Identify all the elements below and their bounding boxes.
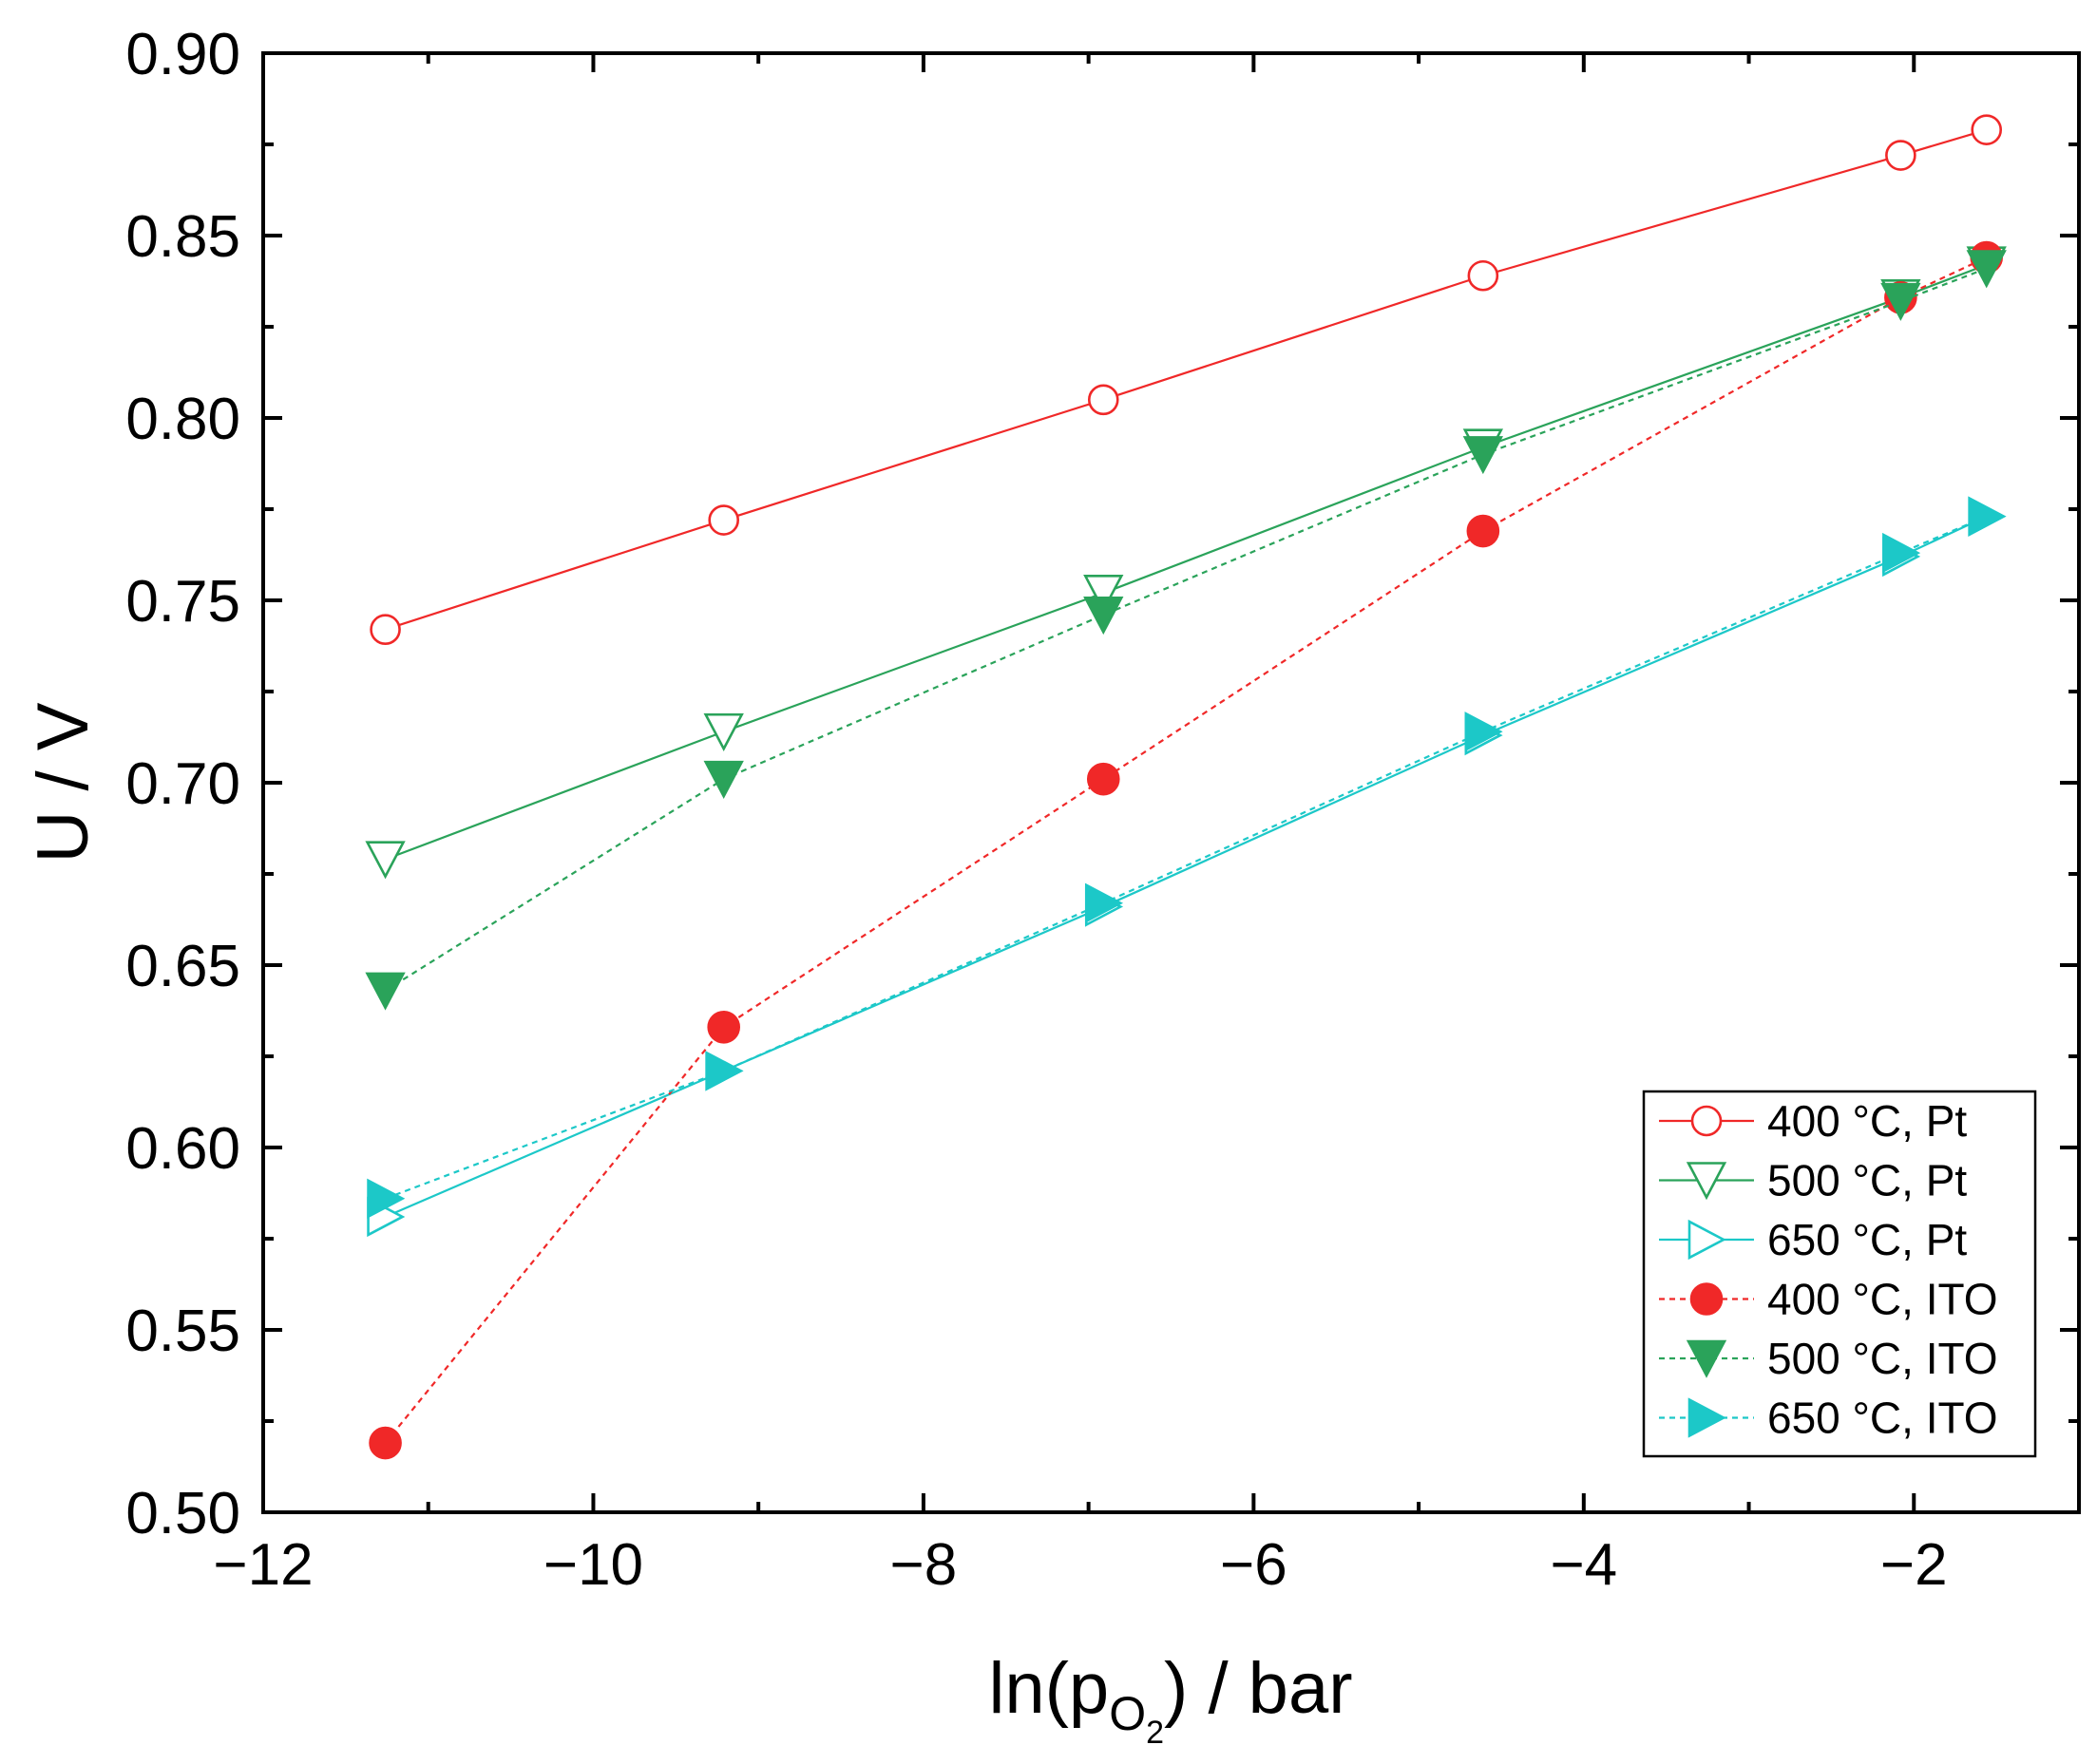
legend-item: 500 °C, Pt [1659, 1156, 1967, 1205]
data-point [1966, 250, 2007, 289]
axis-ticks [261, 51, 2079, 1514]
series-5 [365, 250, 2007, 1011]
data-point [1971, 114, 2003, 145]
legend-marker [1690, 1105, 1723, 1137]
data-point [1467, 259, 1499, 292]
series-line [385, 263, 1988, 861]
x-tick-label: −10 [543, 1532, 643, 1598]
data-point [1464, 711, 1503, 752]
legend-marker [1686, 1162, 1727, 1201]
data-point [1086, 762, 1120, 796]
data-point [703, 712, 744, 752]
legend-marker [1689, 1282, 1724, 1316]
data-point [708, 504, 739, 536]
data-point [1880, 282, 1921, 321]
data-point [365, 841, 406, 880]
legend-item: 500 °C, ITO [1659, 1334, 1998, 1383]
series-line [385, 128, 1988, 631]
data-point [707, 1010, 740, 1044]
data-point [1462, 436, 1504, 475]
legend-label: 400 °C, ITO [1767, 1275, 1998, 1324]
series-6 [367, 496, 2007, 1219]
legend-label: 500 °C, ITO [1767, 1334, 1998, 1383]
x-axis-title-sub: O [1109, 1687, 1146, 1740]
legend-marker [1687, 1397, 1726, 1438]
x-tick-label: −6 [1220, 1532, 1287, 1598]
data-point [705, 1051, 744, 1091]
legend-marker [1687, 1219, 1726, 1261]
legend-label: 650 °C, Pt [1767, 1215, 1967, 1264]
data-point [1083, 597, 1124, 635]
legend-label: 650 °C, ITO [1767, 1394, 1998, 1443]
data-point [369, 1426, 402, 1460]
series-2 [365, 246, 2007, 880]
x-axis-title-subsub: 2 [1146, 1715, 1164, 1751]
data-point [367, 1178, 406, 1219]
legend-box [1642, 1090, 2037, 1458]
x-tick-labels: −12 −10 −8 −6 −4 −2 [213, 1532, 1947, 1598]
legend-label: 400 °C, Pt [1767, 1096, 1967, 1146]
data-point [1084, 882, 1124, 923]
y-tick-label: 0.75 [125, 569, 240, 635]
x-tick-label: −2 [1880, 1532, 1948, 1598]
legend-marker [1686, 1339, 1727, 1378]
y-tick-label: 0.65 [125, 934, 240, 999]
y-axis-title: U / V [23, 702, 104, 863]
legend-item: 650 °C, ITO [1659, 1394, 1998, 1443]
y-tick-label: 0.85 [125, 204, 240, 270]
y-tick-label: 0.90 [125, 22, 240, 87]
data-point [1882, 532, 1921, 574]
series-layer [365, 114, 2007, 1460]
y-tick-label: 0.70 [125, 751, 240, 817]
data-point [703, 760, 744, 799]
data-point [1885, 140, 1916, 171]
y-tick-label: 0.55 [125, 1299, 240, 1364]
data-point [1083, 575, 1124, 614]
legend-item: 650 °C, Pt [1659, 1215, 1967, 1264]
series-line [385, 515, 1988, 1200]
x-axis-title-prefix: ln(p [988, 1648, 1109, 1729]
y-tick-labels: 0.50 0.55 0.60 0.65 0.70 0.75 0.80 0.85 0.90 [125, 22, 240, 1546]
x-tick-label: −4 [1550, 1532, 1617, 1598]
x-axis-title-suffix: ) / bar [1164, 1648, 1353, 1729]
legend: 400 °C, Pt 500 °C, Pt 650 °C, Pt 400 °C, IT… [1642, 1090, 2037, 1458]
data-point [1466, 514, 1500, 548]
x-tick-label: −8 [890, 1532, 958, 1598]
x-tick-label: −12 [213, 1532, 313, 1598]
x-axis-title: ln(pO2) / bar [988, 1648, 1352, 1751]
series-line [385, 515, 1988, 1218]
data-point [370, 614, 401, 646]
y-tick-label: 0.50 [125, 1481, 240, 1546]
legend-label: 500 °C, Pt [1767, 1156, 1967, 1205]
data-point [1968, 496, 2007, 537]
legend-item: 400 °C, ITO [1659, 1275, 1998, 1324]
y-tick-label: 0.80 [125, 387, 240, 452]
data-point [1087, 384, 1119, 416]
y-tick-label: 0.60 [125, 1116, 240, 1182]
series-line [384, 267, 1988, 992]
legend-item: 400 °C, Pt [1659, 1096, 1967, 1146]
series-1 [370, 114, 2003, 646]
data-point [365, 972, 406, 1011]
